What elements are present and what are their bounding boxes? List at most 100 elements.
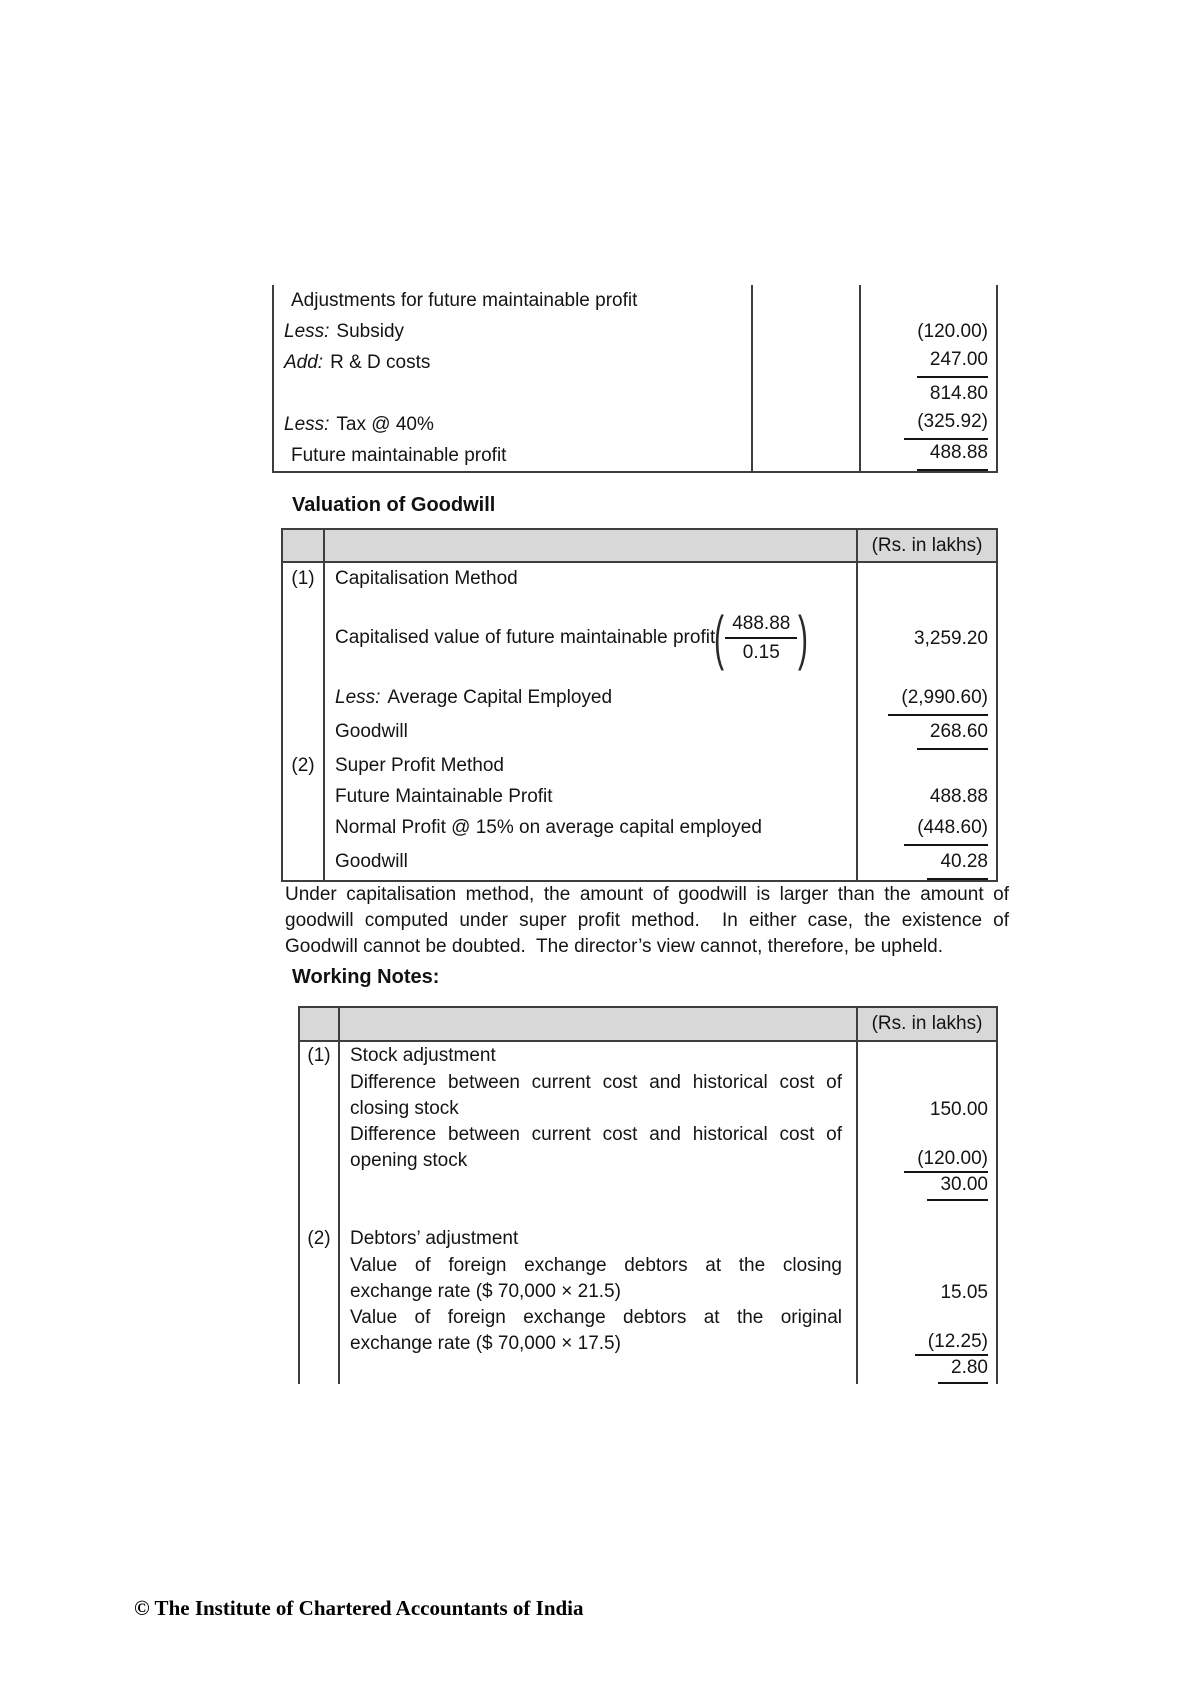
row-value: 2.80: [938, 1355, 988, 1384]
row-prefix: Less:: [284, 321, 330, 342]
table-row: Difference between current cost and hist…: [300, 1122, 996, 1174]
empty-header-cell: [325, 530, 856, 561]
row-number: [300, 1305, 340, 1357]
table-row: Future maintainable profit 488.88: [274, 440, 996, 471]
row-prefix: Less:: [335, 687, 381, 708]
table-row: Goodwill 40.28: [283, 846, 996, 880]
table-row: Difference between current cost and hist…: [300, 1070, 996, 1122]
row-value: 150.00: [929, 1099, 988, 1120]
row-label: Difference between current cost and hist…: [350, 1072, 842, 1119]
table-row: 30.00: [300, 1174, 996, 1201]
row-number: [283, 812, 325, 846]
row-value: (12.25): [914, 1331, 988, 1356]
empty-cell: [751, 378, 861, 409]
row-value: (120.00): [904, 1148, 988, 1173]
table-row: Normal Profit @ 15% on average capital e…: [283, 812, 996, 846]
table-row: Value of foreign exchange debtors at the…: [300, 1253, 996, 1305]
table-row: 814.80: [274, 378, 996, 409]
row-number: [283, 594, 325, 682]
table-row: Goodwill 268.60: [283, 716, 996, 750]
row-label: Difference between current cost and hist…: [350, 1124, 842, 1171]
row-label: Goodwill: [335, 721, 408, 742]
row-prefix: Less:: [284, 414, 330, 435]
row-number: (1): [300, 1042, 340, 1070]
row-value: 40.28: [927, 846, 988, 880]
copyright-footer: © The Institute of Chartered Accountants…: [134, 1596, 584, 1620]
fraction-denominator: 0.15: [742, 641, 780, 663]
row-label: Adjustments for future maintainable prof…: [291, 290, 638, 311]
row-label: Subsidy: [336, 321, 405, 342]
section-heading-working-notes: Working Notes:: [292, 966, 440, 988]
unit-header: (Rs. in lakhs): [871, 1013, 983, 1034]
row-number: [283, 716, 325, 750]
row-number: [283, 682, 325, 716]
table-row: Less: Subsidy (120.00): [274, 316, 996, 347]
empty-header-cell: [300, 1008, 340, 1040]
row-value: 488.88: [929, 786, 988, 807]
table-header-row: (Rs. in lakhs): [300, 1008, 996, 1042]
row-label: Tax @ 40%: [336, 414, 434, 435]
row-label: Capitalised value of future maintainable…: [335, 627, 716, 648]
empty-cell: [751, 440, 861, 471]
section-heading-valuation: Valuation of Goodwill: [292, 494, 496, 516]
table-row: Adjustments for future maintainable prof…: [274, 285, 996, 316]
empty-cell: [751, 285, 861, 316]
row-number: [300, 1253, 340, 1305]
row-label: Normal Profit @ 15% on average capital e…: [335, 817, 762, 838]
unit-header: (Rs. in lakhs): [871, 535, 983, 556]
row-label: Average Capital Employed: [387, 687, 613, 708]
table-row: Less: Tax @ 40% (325.92): [274, 409, 996, 440]
row-label: Debtors’ adjustment: [350, 1228, 519, 1249]
row-label: Capitalisation Method: [335, 568, 518, 589]
table-row: Add: R & D costs 247.00: [274, 347, 996, 378]
row-value: 30.00: [927, 1172, 988, 1201]
empty-header-cell: [340, 1008, 856, 1040]
table-row: 2.80: [300, 1357, 996, 1384]
row-number: [283, 781, 325, 812]
row-value: 247.00: [916, 344, 988, 378]
row-value: 268.60: [916, 716, 988, 750]
empty-cell: [751, 316, 861, 347]
row-label: Value of foreign exchange debtors at the…: [350, 1255, 842, 1302]
row-number: [300, 1122, 340, 1174]
row-number: [300, 1174, 340, 1201]
row-value: (120.00): [917, 321, 988, 342]
working-notes-table: (Rs. in lakhs) (1) Stock adjustment Diff…: [298, 1006, 998, 1384]
row-label: Stock adjustment: [350, 1045, 496, 1066]
fraction: 488.88 0.15: [725, 613, 798, 664]
fraction-close-paren: ): [798, 604, 809, 671]
table-row: (2) Super Profit Method: [283, 750, 996, 781]
table-row: Future Maintainable Profit 488.88: [283, 781, 996, 812]
row-value: (448.60): [904, 812, 988, 846]
row-number: [300, 1070, 340, 1122]
row-label: R & D costs: [330, 352, 431, 373]
empty-cell: [751, 409, 861, 440]
row-value: (2,990.60): [888, 682, 988, 716]
table-row: Value of foreign exchange debtors at the…: [300, 1305, 996, 1357]
row-value: 15.05: [940, 1282, 988, 1303]
row-label: Future Maintainable Profit: [335, 786, 553, 807]
table-row: (1) Capitalisation Method: [283, 563, 996, 594]
table-row: (1) Stock adjustment: [300, 1042, 996, 1070]
row-value: 814.80: [929, 383, 988, 404]
row-number: [300, 1357, 340, 1384]
row-number: (1): [283, 563, 325, 594]
adjustments-table: Adjustments for future maintainable prof…: [272, 285, 998, 473]
empty-header-cell: [283, 530, 325, 561]
row-value: 488.88: [916, 437, 988, 471]
row-number: (2): [300, 1225, 340, 1253]
table-row: (2) Debtors’ adjustment: [300, 1225, 996, 1253]
table-row: Less: Average Capital Employed (2,990.60): [283, 682, 996, 716]
row-value: 3,259.20: [914, 627, 988, 649]
row-label: Super Profit Method: [335, 755, 504, 776]
valuation-table: (Rs. in lakhs) (1) Capitalisation Method…: [281, 528, 998, 882]
row-prefix: Add:: [284, 352, 324, 373]
row-value: (325.92): [904, 406, 988, 440]
fraction-numerator: 488.88: [725, 613, 798, 639]
row-label: Value of foreign exchange debtors at the…: [350, 1307, 842, 1354]
row-label: Goodwill: [335, 851, 408, 872]
row-label: Future maintainable profit: [291, 445, 507, 466]
spacer-row: [300, 1201, 996, 1225]
row-number: (2): [283, 750, 325, 781]
